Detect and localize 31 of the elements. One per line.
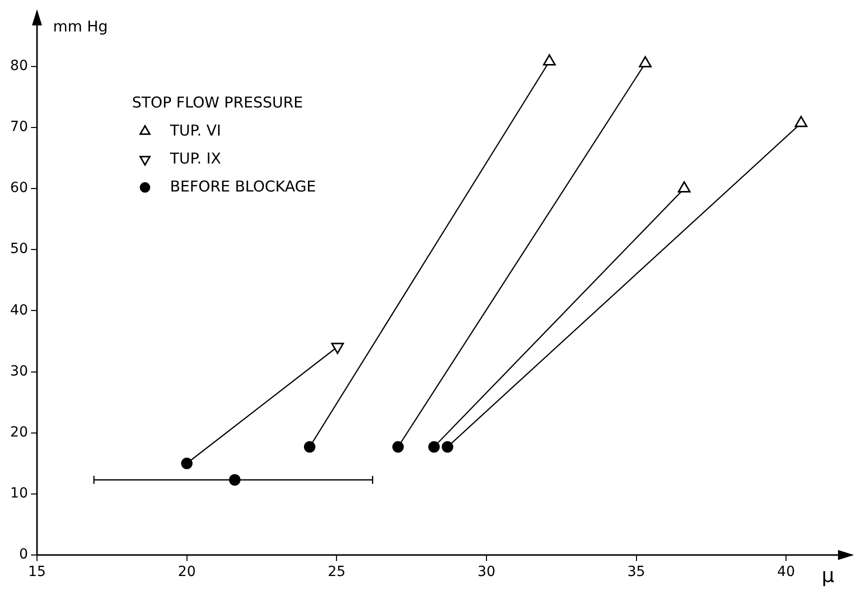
y-tick-label: 0 bbox=[19, 546, 28, 563]
x-tick-label: 30 bbox=[478, 564, 496, 580]
legend-label: TUP. VI bbox=[169, 121, 222, 140]
y-tick-label: 10 bbox=[10, 486, 28, 502]
point bbox=[542, 54, 556, 66]
point bbox=[638, 56, 652, 68]
y-axis-title: mm Hg bbox=[53, 17, 108, 36]
legend-label: TUP. IX bbox=[169, 149, 222, 168]
y-tick-label: 70 bbox=[10, 119, 28, 136]
x-axis-title: μ bbox=[822, 563, 835, 588]
y-tick-label: 50 bbox=[10, 241, 28, 258]
x-tick-label: 25 bbox=[328, 564, 346, 580]
point bbox=[442, 441, 454, 453]
point bbox=[392, 441, 404, 453]
point bbox=[229, 474, 241, 486]
legend-label: BEFORE BLOCKAGE bbox=[170, 177, 316, 196]
point bbox=[181, 458, 193, 470]
point bbox=[304, 441, 316, 453]
x-tick-label: 40 bbox=[777, 564, 795, 580]
y-tick-label: 80 bbox=[10, 58, 28, 74]
x-tick-label: 20 bbox=[178, 564, 196, 580]
point bbox=[794, 116, 808, 128]
point bbox=[428, 441, 440, 453]
legend-title: STOP FLOW PRESSURE bbox=[132, 93, 304, 112]
y-tick-label: 20 bbox=[10, 424, 28, 440]
x-tick-label: 35 bbox=[627, 564, 646, 580]
y-tick-label: 30 bbox=[10, 363, 28, 380]
point bbox=[678, 181, 691, 193]
y-tick-label: 60 bbox=[10, 180, 28, 196]
y-tick-label: 40 bbox=[10, 302, 28, 318]
x-tick-label: 15 bbox=[28, 564, 46, 580]
